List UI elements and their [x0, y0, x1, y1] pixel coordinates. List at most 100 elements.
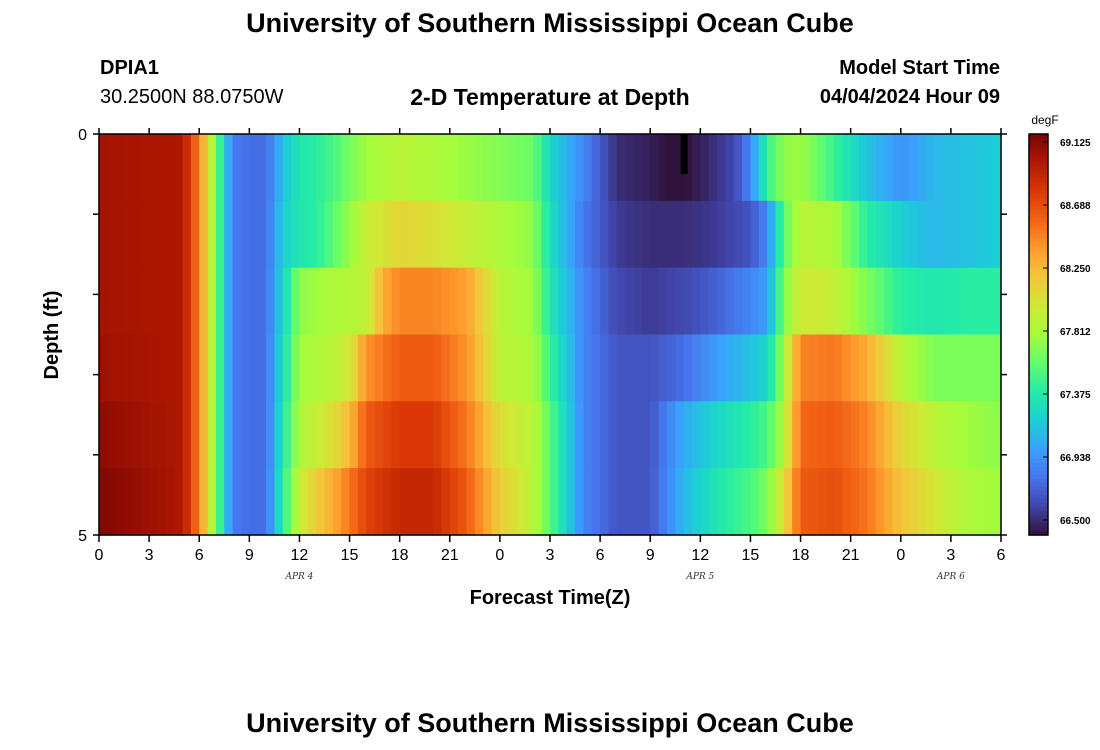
heatmap-cell	[725, 200, 735, 269]
heatmap-cell	[633, 134, 643, 202]
heatmap-cell	[750, 200, 760, 269]
heatmap-cell	[884, 401, 894, 469]
heatmap-cell	[683, 134, 693, 202]
heatmap-cell	[182, 134, 192, 202]
heatmap-cell	[808, 468, 818, 536]
heatmap-cell	[909, 200, 919, 269]
heatmap-cell	[408, 200, 417, 269]
heatmap-cell	[959, 401, 969, 469]
x-tick-label: 18	[391, 547, 409, 564]
heatmap-cell	[833, 334, 843, 402]
heatmap-cell	[483, 267, 493, 336]
heatmap-cell	[967, 134, 977, 202]
colorbar-segment	[1029, 394, 1048, 400]
footer-title: University of Southern Mississippi Ocean…	[246, 708, 854, 738]
heatmap-cell	[157, 267, 167, 336]
heatmap-cell	[767, 200, 777, 269]
heatmap-cell	[566, 468, 576, 536]
heatmap-cell	[374, 267, 384, 336]
heatmap-cell	[291, 200, 301, 269]
heatmap-cell	[499, 468, 509, 536]
heatmap-cell	[366, 134, 376, 202]
heatmap-cell	[591, 267, 601, 336]
heatmap-cell	[575, 134, 585, 202]
heatmap-cell	[215, 200, 225, 269]
heatmap-cell	[583, 134, 593, 202]
heatmap-cell	[307, 334, 317, 402]
colorbar-segment	[1029, 438, 1048, 444]
heatmap-cell	[207, 468, 217, 536]
heatmap-cell	[641, 134, 651, 202]
colorbar-segment	[1029, 174, 1048, 179]
y-tick-label: 5	[78, 528, 87, 545]
heatmap-cell	[942, 334, 952, 402]
heatmap-cell	[959, 200, 969, 269]
heatmap-cell	[575, 267, 585, 336]
colorbar-segment	[1029, 286, 1048, 291]
colorbar-segment	[1029, 258, 1048, 263]
heatmap-cell	[900, 334, 910, 402]
colorbar-segment	[1029, 458, 1048, 464]
heatmap-cell	[533, 468, 543, 536]
heatmap-cell	[742, 267, 752, 336]
heatmap-cell	[149, 200, 159, 269]
heatmap-cell	[792, 468, 802, 536]
heatmap-cell	[884, 200, 894, 269]
heatmap-cell	[700, 134, 710, 202]
heatmap-cell	[533, 401, 543, 469]
heatmap-cell	[491, 267, 501, 336]
heatmap-cell	[984, 468, 994, 536]
colorbar-segment	[1029, 198, 1048, 203]
heatmap-cell	[892, 401, 902, 469]
heatmap-cell	[808, 200, 818, 269]
heatmap-cell	[975, 468, 985, 536]
heatmap-cell	[566, 334, 576, 402]
heatmap-cell	[859, 401, 868, 469]
heatmap-cells	[99, 134, 1002, 536]
heatmap-cell	[875, 134, 885, 202]
heatmap-cell	[942, 134, 952, 202]
colorbar-segment	[1029, 502, 1048, 508]
heatmap-cell	[691, 334, 701, 402]
heatmap-cell	[992, 134, 1002, 202]
heatmap-cell	[483, 401, 493, 469]
colorbar-segment	[1029, 190, 1048, 195]
heatmap-cell	[215, 134, 225, 202]
heatmap-cell	[382, 401, 392, 469]
heatmap-cell	[115, 468, 125, 536]
heatmap-cell	[316, 134, 326, 202]
heatmap-cell	[291, 134, 301, 202]
heatmap-cell	[616, 267, 626, 336]
heatmap-cell	[900, 134, 910, 202]
heatmap-cell	[792, 401, 802, 469]
heatmap-cell	[708, 401, 718, 469]
heatmap-cell	[575, 200, 585, 269]
heatmap-cell	[984, 267, 994, 336]
heatmap-cell	[683, 468, 693, 536]
heatmap-cell	[157, 468, 167, 536]
heatmap-cell	[266, 401, 275, 469]
heatmap-cell	[190, 134, 200, 202]
heatmap-cell	[550, 134, 559, 202]
heatmap-cell	[733, 134, 743, 202]
heatmap-cell	[925, 401, 935, 469]
heatmap-cell	[666, 267, 676, 336]
colorbar-segment	[1029, 442, 1048, 448]
heatmap-cell	[691, 267, 701, 336]
heatmap-cell	[399, 134, 409, 202]
colorbar-segment	[1029, 278, 1048, 283]
heatmap-cell	[925, 134, 935, 202]
heatmap-cell	[516, 334, 526, 402]
heatmap-cell	[717, 401, 726, 469]
heatmap-cell	[165, 334, 175, 402]
heatmap-cell	[508, 334, 518, 402]
heatmap-cell	[341, 134, 351, 202]
y-axis-ticks: 05	[78, 127, 1007, 545]
heatmap-cell	[700, 468, 710, 536]
heatmap-cell	[224, 401, 234, 469]
heatmap-cell	[157, 134, 167, 202]
heatmap-cell	[950, 134, 960, 202]
heatmap-cell	[550, 401, 559, 469]
heatmap-cell	[583, 401, 593, 469]
x-tick-label: 21	[441, 547, 459, 564]
